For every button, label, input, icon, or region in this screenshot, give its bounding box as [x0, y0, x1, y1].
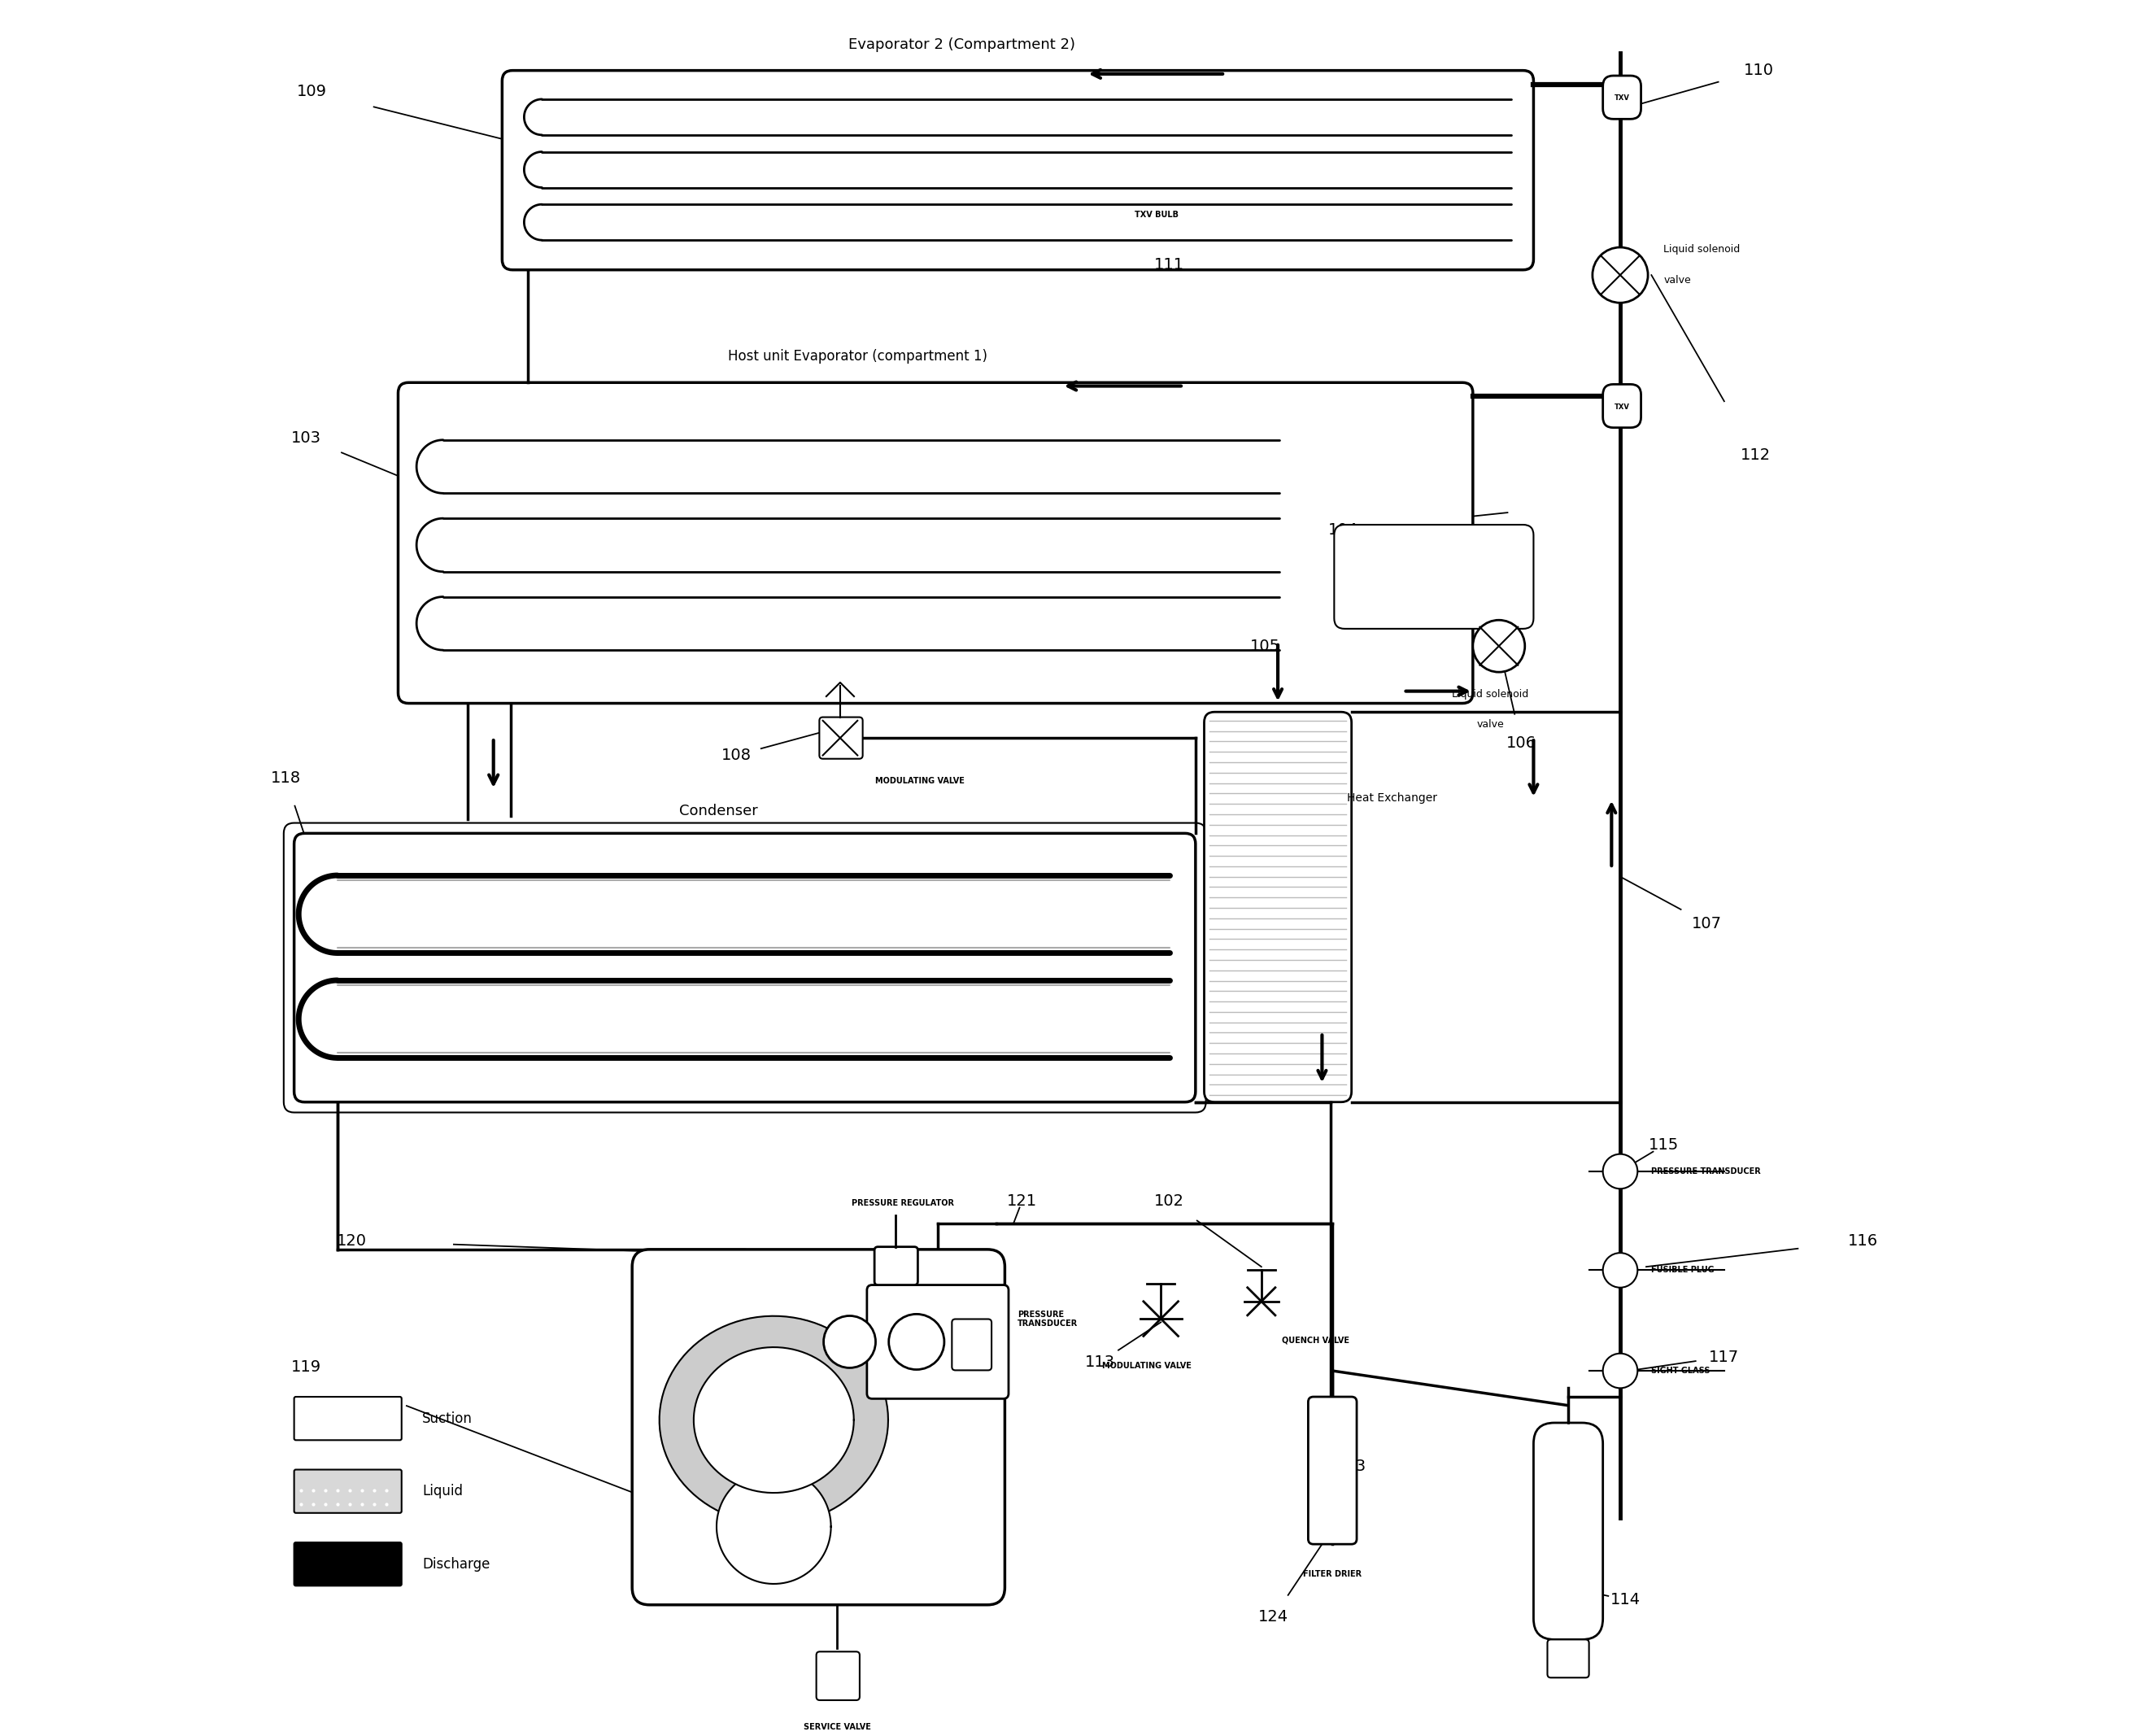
FancyBboxPatch shape [1603, 76, 1641, 120]
Text: PRESSURE REGULATOR: PRESSURE REGULATOR [852, 1200, 955, 1207]
Text: Heat Exchanger: Heat Exchanger [1347, 792, 1438, 804]
Text: 107: 107 [1692, 917, 1722, 930]
Text: 109: 109 [296, 83, 326, 99]
Circle shape [823, 1316, 876, 1368]
Text: FUSIBLE PLUG: FUSIBLE PLUG [1652, 1266, 1715, 1274]
Text: 113: 113 [1085, 1354, 1115, 1370]
FancyBboxPatch shape [294, 833, 1195, 1102]
FancyBboxPatch shape [1534, 1424, 1603, 1639]
Polygon shape [716, 1469, 831, 1583]
FancyBboxPatch shape [633, 1250, 1006, 1604]
Circle shape [1603, 1253, 1637, 1288]
Text: Liquid solenoid: Liquid solenoid [1451, 689, 1528, 700]
Text: 120: 120 [337, 1233, 367, 1248]
Text: MODULATING VALVE: MODULATING VALVE [876, 778, 963, 785]
Text: 116: 116 [1848, 1233, 1877, 1248]
Text: MODULATING VALVE: MODULATING VALVE [1102, 1363, 1191, 1370]
Polygon shape [658, 1316, 889, 1524]
Text: valve: valve [1664, 274, 1692, 285]
Text: PRESSURE TRANSDUCER: PRESSURE TRANSDUCER [1652, 1167, 1760, 1175]
Text: SERVICE VALVE: SERVICE VALVE [695, 1373, 763, 1382]
Text: 102: 102 [1155, 1193, 1185, 1208]
Text: 119: 119 [292, 1359, 322, 1375]
Text: Liquid: Liquid [422, 1484, 462, 1498]
FancyBboxPatch shape [1547, 1639, 1590, 1677]
Text: 108: 108 [720, 748, 752, 764]
Text: 112: 112 [1741, 448, 1771, 464]
Text: 106: 106 [1507, 736, 1536, 752]
Text: Liquid solenoid: Liquid solenoid [1664, 243, 1741, 255]
Text: 110: 110 [1743, 62, 1773, 78]
Polygon shape [695, 1347, 855, 1493]
Text: Evaporator 2 (Compartment 2): Evaporator 2 (Compartment 2) [848, 36, 1074, 52]
Text: 111: 111 [1155, 257, 1185, 273]
FancyBboxPatch shape [1334, 524, 1534, 628]
FancyBboxPatch shape [953, 1319, 991, 1370]
Text: Condenser: Condenser [680, 804, 759, 818]
Text: SIGHT GLASS: SIGHT GLASS [1652, 1366, 1711, 1375]
Circle shape [1592, 247, 1647, 302]
Text: 122: 122 [897, 1510, 929, 1526]
Text: Discharge: Discharge [422, 1557, 490, 1571]
FancyBboxPatch shape [503, 71, 1534, 269]
Circle shape [1473, 620, 1526, 672]
FancyBboxPatch shape [1204, 712, 1351, 1102]
FancyBboxPatch shape [816, 1651, 859, 1700]
FancyBboxPatch shape [867, 1285, 1008, 1399]
FancyBboxPatch shape [294, 1397, 401, 1441]
Circle shape [1603, 1354, 1637, 1389]
Text: 123: 123 [1336, 1458, 1366, 1474]
Circle shape [889, 1314, 944, 1370]
Circle shape [1603, 1154, 1637, 1189]
Text: 121: 121 [1008, 1193, 1038, 1208]
Text: Host unit Evaporator (compartment 1): Host unit Evaporator (compartment 1) [729, 349, 987, 365]
Text: FILTER DRIER: FILTER DRIER [1304, 1569, 1362, 1578]
Text: SERVICE VALVE: SERVICE VALVE [803, 1722, 872, 1731]
FancyBboxPatch shape [1308, 1397, 1357, 1543]
FancyBboxPatch shape [874, 1246, 918, 1285]
Text: 105: 105 [1249, 639, 1281, 654]
Text: 114: 114 [1611, 1592, 1641, 1608]
Text: TXV: TXV [1615, 94, 1630, 102]
Text: TXV BULB: TXV BULB [1349, 538, 1389, 545]
Text: Suction: Suction [422, 1411, 473, 1425]
FancyBboxPatch shape [398, 382, 1473, 703]
FancyBboxPatch shape [818, 717, 863, 759]
FancyBboxPatch shape [1603, 384, 1641, 427]
Text: 124: 124 [1259, 1609, 1289, 1625]
Text: 115: 115 [1649, 1137, 1679, 1153]
Text: TXV BULB: TXV BULB [1136, 210, 1178, 219]
Text: valve: valve [1477, 719, 1504, 729]
Text: TXV: TXV [1615, 403, 1630, 410]
Text: RECEIVER: RECEIVER [1547, 1665, 1590, 1674]
Text: 104: 104 [1328, 523, 1357, 538]
FancyBboxPatch shape [294, 1542, 401, 1585]
Text: 103: 103 [292, 431, 322, 446]
Text: QUENCH VALVE: QUENCH VALVE [1283, 1337, 1349, 1344]
Text: PRESSURE
TRANSDUCER: PRESSURE TRANSDUCER [1016, 1311, 1078, 1328]
Text: 117: 117 [1709, 1349, 1739, 1364]
FancyBboxPatch shape [294, 1470, 401, 1514]
Text: 118: 118 [271, 771, 300, 786]
